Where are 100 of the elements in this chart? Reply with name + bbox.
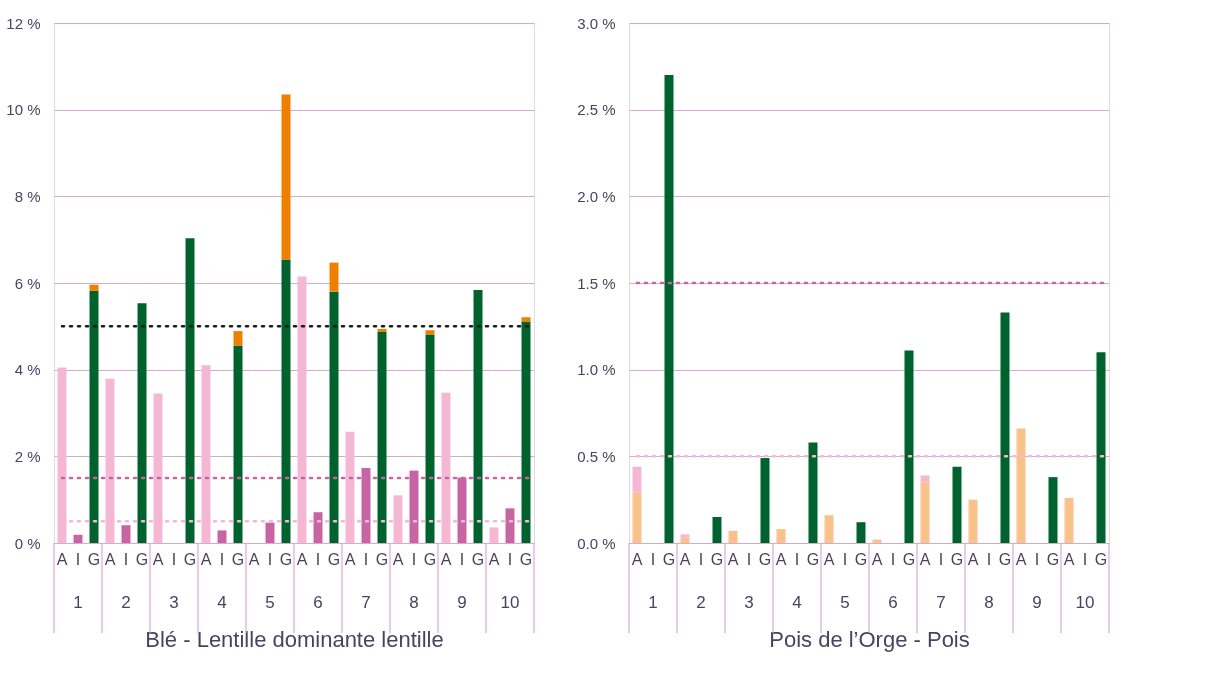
x-tick-label: A: [296, 550, 308, 568]
text: 4: [792, 593, 802, 612]
x-tick-label: G: [183, 550, 197, 568]
text: 7: [361, 593, 371, 612]
x-tick-label: G: [135, 550, 149, 568]
text: 9: [457, 593, 467, 612]
bar: [856, 522, 866, 543]
x-tick-label: G: [423, 550, 437, 568]
bar: [680, 534, 690, 538]
x-tick-label: I: [411, 550, 417, 568]
x-tick-label: I: [794, 550, 800, 568]
x-tick-label: G: [806, 550, 820, 568]
x-tick-label: G: [710, 550, 724, 568]
bar: [824, 515, 834, 543]
x-tick-label: I: [698, 550, 704, 568]
x-tick-label: G: [998, 550, 1012, 568]
text: 6: [888, 593, 898, 612]
x-tick-label: G: [662, 550, 676, 568]
y-tick-label: 0.5 %: [577, 447, 616, 465]
x-tick-label: A: [392, 550, 404, 568]
bar: [632, 492, 642, 543]
x-tick-label: A: [871, 550, 883, 568]
bar: [489, 527, 499, 543]
bar: [632, 466, 642, 493]
text: 7: [936, 593, 946, 612]
bar: [473, 289, 483, 543]
y-tick-label: 2.5 %: [577, 101, 616, 119]
x-tick-label: I: [746, 550, 752, 568]
bar: [233, 345, 243, 543]
bar: [1064, 497, 1074, 543]
bar: [185, 238, 195, 543]
bar: [776, 529, 786, 543]
x-tick-label: I: [315, 550, 321, 568]
x-tick-label: A: [488, 550, 500, 568]
x-tick-label: I: [363, 550, 369, 568]
y-tick-label: 0 %: [14, 534, 41, 552]
bar: [329, 262, 339, 292]
x-tick-label: A: [1063, 550, 1075, 568]
bar: [281, 94, 291, 260]
bar: [1096, 352, 1106, 543]
x-tick-label: A: [775, 550, 787, 568]
x-tick-label: I: [123, 550, 129, 568]
x-tick-label: G: [87, 550, 101, 568]
y-tick-label: 1.0 %: [577, 361, 616, 379]
x-tick-label: G: [854, 550, 868, 568]
x-tick-label: I: [171, 550, 177, 568]
text: 8: [409, 593, 419, 612]
bar: [808, 442, 818, 543]
text: 10: [500, 593, 520, 612]
x-tick-label: G: [758, 550, 772, 568]
x-tick-label: I: [267, 550, 273, 568]
text: 1: [648, 593, 658, 612]
y-tick-label: 12 %: [6, 14, 41, 32]
y-tick-label: 1.5 %: [577, 274, 616, 292]
x-tick-label: I: [459, 550, 465, 568]
bar: [521, 321, 531, 543]
text: 9: [1032, 593, 1042, 612]
text: 3: [744, 593, 754, 612]
x-tick-label: A: [344, 550, 356, 568]
bar: [1000, 312, 1010, 543]
bar: [521, 317, 531, 322]
x-axis-title: Pois de l’Orge - Pois: [769, 626, 970, 652]
x-tick-label: I: [986, 550, 992, 568]
x-tick-label: A: [727, 550, 739, 568]
bar: [329, 291, 339, 543]
bar: [217, 530, 227, 543]
bar: [952, 466, 962, 543]
y-tick-label: 6 %: [14, 274, 41, 292]
bar: [1048, 477, 1058, 543]
bar: [281, 259, 291, 543]
bar: [425, 334, 435, 543]
x-tick-label: A: [440, 550, 452, 568]
x-tick-label: A: [919, 550, 931, 568]
bar: [505, 508, 515, 543]
bar: [89, 284, 99, 291]
x-tick-label: I: [842, 550, 848, 568]
y-tick-label: 2 %: [14, 447, 41, 465]
text: 5: [840, 593, 850, 612]
y-tick-label: 0.0 %: [577, 534, 616, 552]
x-tick-label: A: [679, 550, 691, 568]
x-tick-label: A: [104, 550, 116, 568]
x-tick-label: I: [507, 550, 513, 568]
bar: [664, 75, 674, 543]
bar: [712, 517, 722, 543]
y-tick-label: 10 %: [6, 101, 41, 119]
x-tick-label: A: [1015, 550, 1027, 568]
bar: [377, 328, 387, 332]
text: 5: [265, 593, 275, 612]
x-tick-label: G: [950, 550, 964, 568]
x-tick-label: G: [231, 550, 245, 568]
bar: [233, 331, 243, 346]
x-tick-label: A: [152, 550, 164, 568]
bar: [1016, 428, 1026, 543]
y-tick-label: 8 %: [14, 187, 41, 205]
x-tick-label: A: [631, 550, 643, 568]
y-tick-label: 3.0 %: [577, 14, 616, 32]
x-tick-label: I: [219, 550, 225, 568]
bar: [728, 530, 738, 543]
x-tick-label: I: [75, 550, 81, 568]
bar: [89, 290, 99, 543]
